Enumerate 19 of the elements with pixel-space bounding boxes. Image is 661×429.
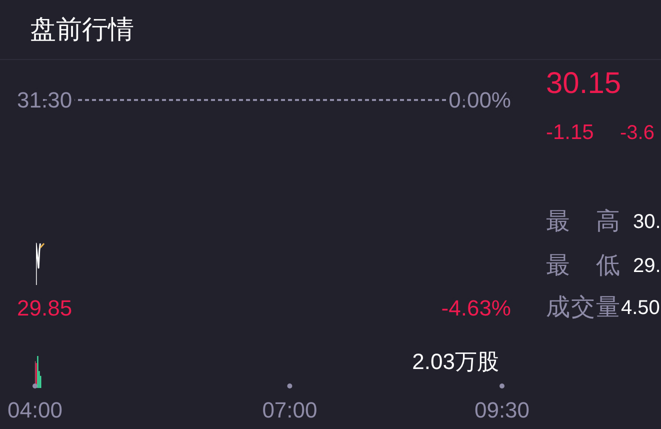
- annotation: 2.03万股: [412, 349, 499, 376]
- y-tick-label: 31.30: [17, 88, 72, 112]
- text: 4.50: [621, 296, 660, 320]
- text: 最高: [546, 208, 620, 236]
- y2-tick-label: -4.63%: [441, 296, 511, 320]
- text: 最低: [546, 252, 620, 280]
- text: 成交量: [546, 294, 620, 322]
- text: 30.: [633, 210, 661, 234]
- text: 29.: [633, 254, 661, 278]
- y2-tick-label: 0.00%: [448, 88, 511, 112]
- text: -1.15: [546, 120, 594, 146]
- x-tick-label: 09:30: [474, 398, 530, 422]
- x-tick-label: 04:00: [7, 398, 63, 422]
- chart-title: 盘前行情: [30, 14, 134, 46]
- text: 30.15: [546, 66, 622, 102]
- y-tick-label: 29.85: [17, 296, 72, 320]
- text: -3.6: [620, 121, 654, 145]
- line-series: [36, 242, 41, 286]
- x-tick-label: 07:00: [262, 398, 318, 422]
